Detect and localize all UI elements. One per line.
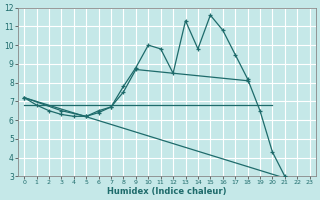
X-axis label: Humidex (Indice chaleur): Humidex (Indice chaleur) <box>107 187 227 196</box>
